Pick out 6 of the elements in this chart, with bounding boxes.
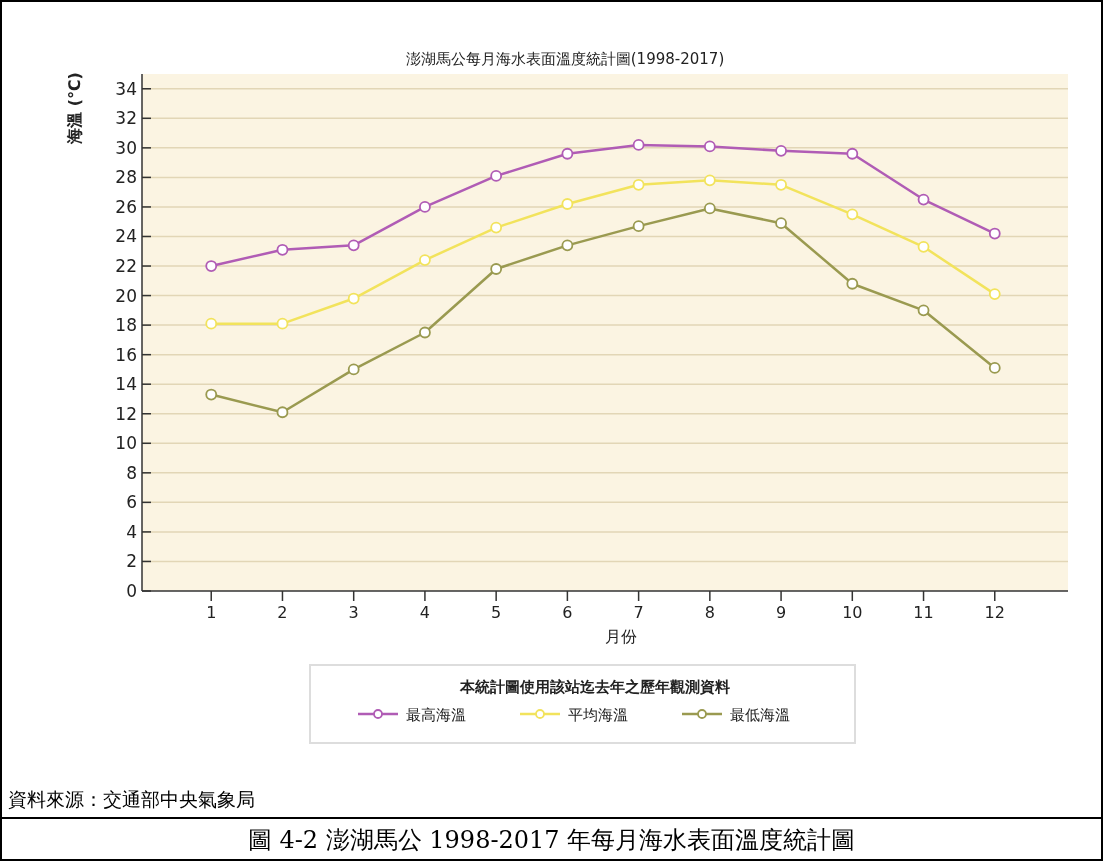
xlabel: 月份 (605, 627, 637, 646)
ylabel: 海溫 (℃) (65, 72, 84, 144)
annotation: 圖 4-2 澎湖馬公 1998-2017 年每月海水表面溫度統計圖 (247, 826, 856, 854)
legend-title: 本統計圖使用該站迄去年之歷年觀測資料 (459, 678, 730, 696)
title: 澎湖馬公每月海水表面溫度統計圖(1998-2017) (405, 50, 725, 68)
annotation: 資料來源：交通部中央氣象局 (8, 788, 255, 810)
